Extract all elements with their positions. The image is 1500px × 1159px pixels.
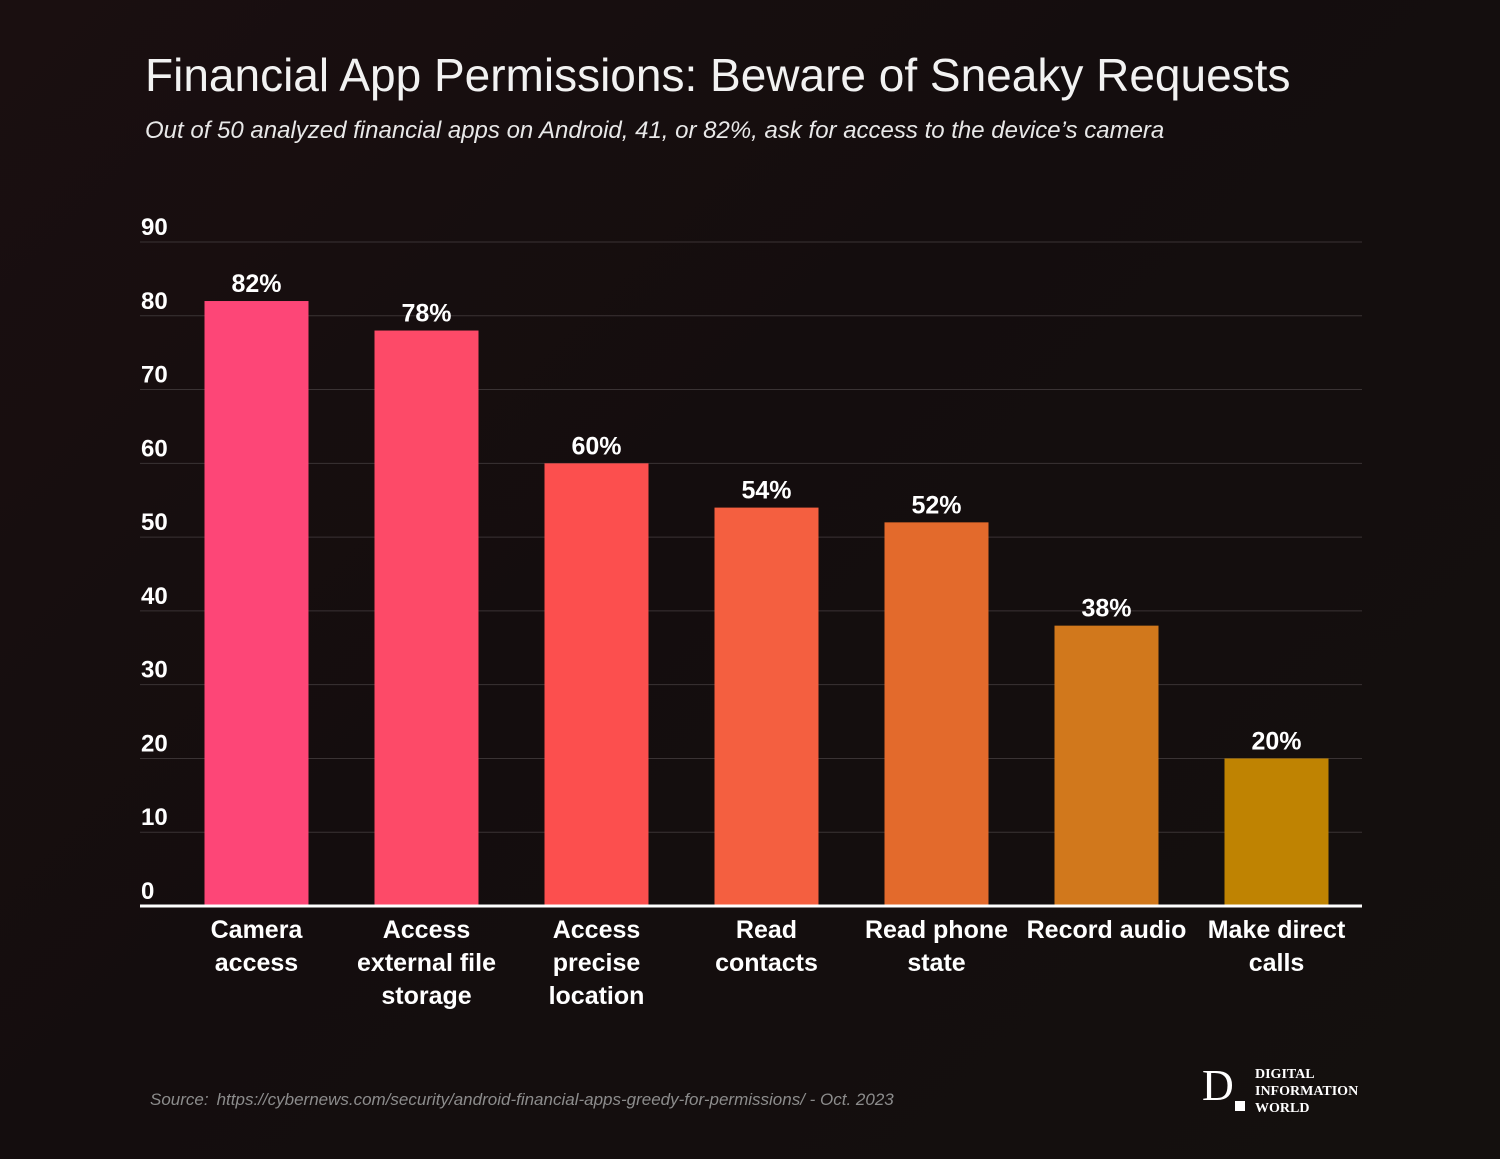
source-note: Source: https://cybernews.com/security/an…: [150, 1090, 894, 1110]
bar: [714, 507, 819, 906]
y-tick-label: 20: [141, 730, 168, 757]
data-label: 78%: [401, 300, 451, 328]
bar: [1224, 758, 1329, 906]
x-tick-label: state: [907, 949, 965, 977]
source-label: Source:: [150, 1090, 209, 1109]
x-tick-label: Read: [736, 916, 797, 944]
chart-subtitle: Out of 50 analyzed financial apps on And…: [145, 117, 1165, 144]
x-tick-label: contacts: [715, 949, 818, 977]
x-tick-label: Make direct: [1208, 916, 1346, 944]
logo-wordmark: DIGITAL INFORMATION WORLD: [1255, 1066, 1358, 1117]
y-tick-label: 80: [141, 288, 168, 315]
y-tick-label: 40: [141, 583, 168, 610]
bar: [1054, 625, 1159, 906]
x-tick-label: Read phone: [865, 916, 1008, 944]
bar: [374, 330, 479, 906]
data-label: 52%: [911, 491, 961, 519]
logo-line: WORLD: [1255, 1101, 1310, 1116]
data-label: 54%: [741, 477, 791, 505]
x-tick-label: calls: [1249, 949, 1305, 977]
y-tick-label: 0: [141, 878, 154, 905]
y-tick-label: 10: [141, 804, 168, 831]
y-tick-label: 50: [141, 509, 168, 536]
bar: [884, 522, 989, 906]
bar: [204, 301, 309, 906]
bar: [544, 463, 649, 906]
x-tick-label: Record audio: [1027, 916, 1187, 944]
x-tick-label: Access: [383, 916, 471, 944]
brand-logo: D DIGITAL INFORMATION WORLD: [1202, 1061, 1372, 1117]
y-tick-label: 30: [141, 657, 168, 684]
x-tick-label: storage: [381, 982, 471, 1010]
source-link[interactable]: https://cybernews.com/security/android-f…: [216, 1090, 894, 1109]
data-label: 82%: [231, 270, 281, 298]
data-label: 38%: [1081, 595, 1131, 623]
data-label: 20%: [1251, 727, 1301, 755]
logo-line: DIGITAL: [1255, 1067, 1315, 1082]
x-tick-label: external file: [357, 949, 496, 977]
logo-line: INFORMATION: [1255, 1084, 1359, 1099]
y-tick-label: 70: [141, 362, 168, 389]
logo-square-icon: [1235, 1101, 1245, 1111]
y-tick-label: 60: [141, 435, 168, 462]
x-tick-label: Camera: [211, 916, 304, 944]
x-tick-label: location: [549, 982, 645, 1010]
data-label: 60%: [571, 432, 621, 460]
x-tick-label: precise: [553, 949, 641, 977]
x-tick-label: Access: [553, 916, 641, 944]
chart-title: Financial App Permissions: Beware of Sne…: [145, 49, 1291, 101]
y-tick-label: 90: [141, 214, 168, 241]
x-tick-label: access: [215, 949, 298, 977]
logo-letter: D: [1202, 1061, 1234, 1110]
